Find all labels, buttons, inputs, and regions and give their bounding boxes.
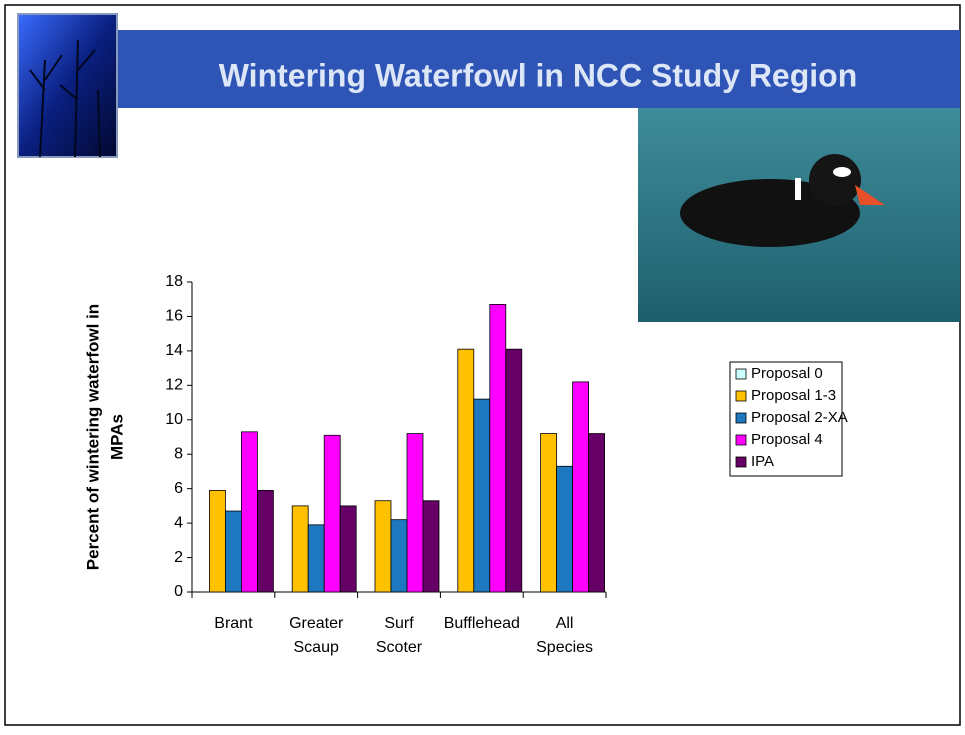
legend-swatch — [735, 434, 747, 446]
bar — [291, 505, 309, 593]
x-tick-label: Bufflehead — [444, 615, 520, 632]
legend-label: Proposal 0 — [751, 365, 823, 382]
legend-swatch — [735, 390, 747, 402]
bar — [390, 519, 408, 593]
bar — [422, 500, 440, 593]
bar — [240, 431, 258, 593]
y-axis-label: MPAs — [107, 414, 126, 460]
bar — [588, 433, 605, 593]
bar — [224, 510, 242, 593]
legend-swatch — [735, 368, 747, 380]
bar — [457, 348, 475, 593]
legend-label: Proposal 2-XA — [751, 409, 848, 426]
bar — [339, 505, 357, 593]
x-tick-label: Scoter — [376, 639, 423, 656]
y-tick-label: 8 — [174, 445, 183, 462]
y-tick-label: 12 — [165, 377, 183, 394]
y-tick-label: 6 — [174, 480, 183, 497]
legend-swatch — [735, 456, 747, 468]
x-tick-label: Scaup — [294, 639, 339, 656]
bar — [323, 434, 341, 593]
y-tick-label: 4 — [174, 514, 183, 531]
bar — [473, 398, 491, 593]
duck — [680, 154, 885, 247]
x-tick-label: Species — [536, 639, 593, 656]
forest-image — [17, 13, 118, 158]
bar — [540, 433, 557, 593]
bar — [208, 489, 226, 593]
legend — [729, 361, 843, 477]
x-tick-label: Surf — [384, 615, 414, 632]
slide-title: Wintering Waterfowl in NCC Study Region — [219, 57, 858, 93]
bar — [374, 500, 392, 593]
x-tick-label: Greater — [289, 615, 344, 632]
x-tick-label: Brant — [214, 615, 253, 632]
y-tick-label: 18 — [165, 273, 183, 290]
bar — [406, 433, 424, 593]
bar — [489, 303, 507, 593]
y-tick-label: 10 — [165, 411, 183, 428]
bar — [556, 465, 573, 593]
bar — [307, 524, 325, 593]
y-tick-label: 16 — [165, 308, 183, 325]
bar — [505, 348, 523, 593]
x-tick-label: All — [556, 615, 574, 632]
bar — [256, 489, 274, 593]
y-tick-label: 14 — [165, 342, 183, 359]
title-bar — [18, 30, 960, 108]
tree-silhouettes — [29, 39, 101, 158]
y-axis-label: Percent of wintering waterfowl in — [83, 304, 102, 570]
bar — [572, 381, 589, 593]
legend-label: Proposal 1-3 — [751, 387, 836, 404]
legend-label: IPA — [751, 453, 774, 470]
y-tick-label: 2 — [174, 549, 183, 566]
legend-label: Proposal 4 — [751, 431, 823, 448]
legend-swatch — [735, 412, 747, 424]
y-tick-label: 0 — [174, 583, 183, 600]
